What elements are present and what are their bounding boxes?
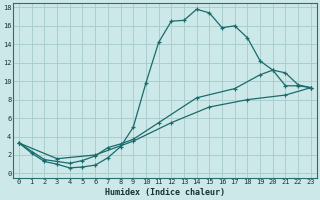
X-axis label: Humidex (Indice chaleur): Humidex (Indice chaleur) (105, 188, 225, 197)
